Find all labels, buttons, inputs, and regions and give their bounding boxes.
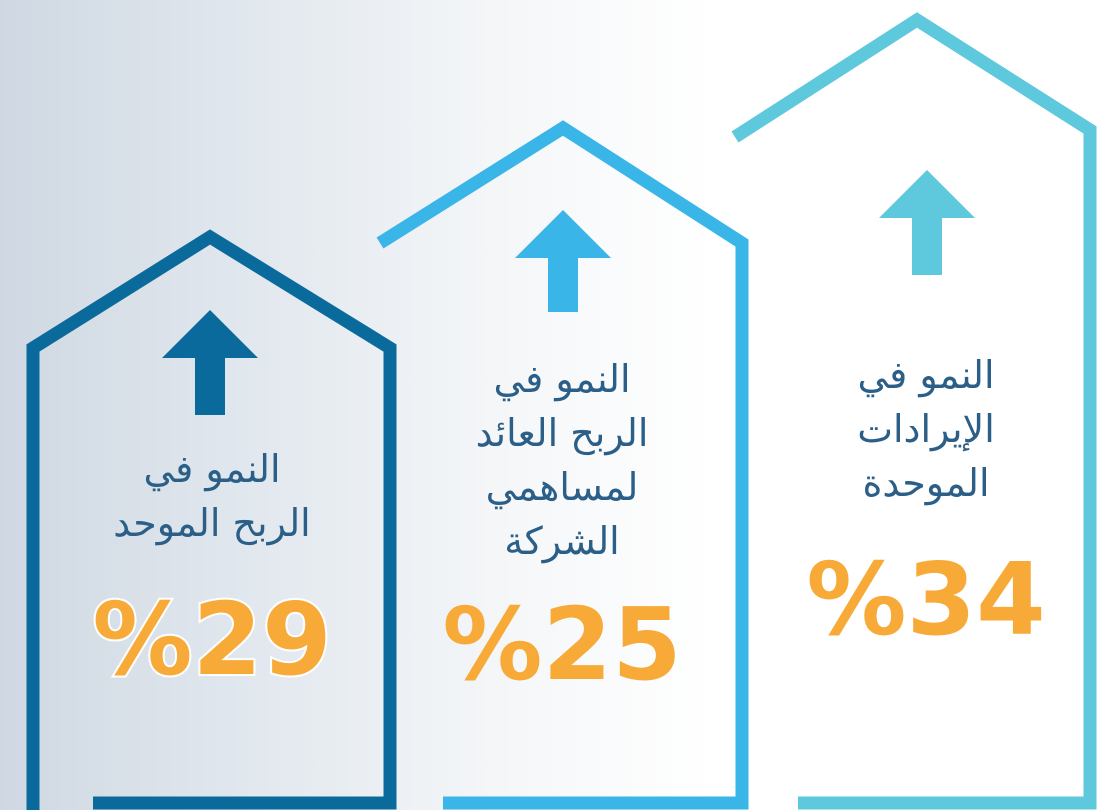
label-line: النمو في: [143, 447, 281, 491]
label-line: النمو في: [857, 353, 995, 397]
label-line: الإيرادات: [857, 407, 995, 451]
panel-label: النمو في الربح العائد لمساهمي الشركة: [412, 352, 712, 568]
panel-value: %34: [806, 541, 1046, 658]
house-outline: [731, 12, 1097, 810]
panel-value: %29: [90, 581, 333, 698]
panel-value: %25: [442, 586, 682, 703]
house-outline: [26, 229, 397, 810]
panel-label: النمو في الإيرادات الموحدة: [776, 348, 1076, 510]
label-line: النمو في: [493, 357, 631, 401]
label-line: الموحدة: [862, 461, 990, 505]
label-line: لمساهمي: [485, 465, 639, 509]
house-outline: [376, 120, 749, 810]
up-arrow: [515, 210, 611, 312]
label-line: الربح العائد: [475, 411, 649, 455]
up-arrow: [879, 170, 975, 275]
label-line: الشركة: [504, 519, 620, 563]
panel-label: النمو في الربح الموحد: [62, 442, 362, 550]
up-arrow: [162, 310, 258, 415]
label-line: الربح الموحد: [113, 501, 311, 545]
